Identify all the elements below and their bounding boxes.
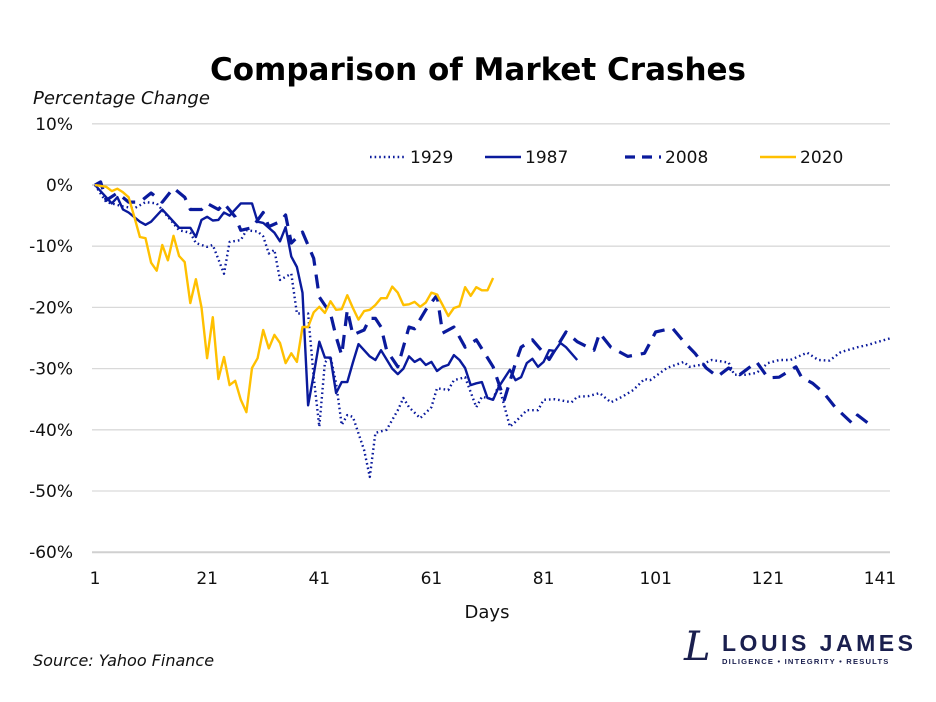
legend: 1929 1987 2008 2020 <box>370 148 843 168</box>
series-line-2020 <box>94 183 495 414</box>
louis-james-logo: L LOUIS JAMES DILIGENCE • INTEGRITY • RE… <box>683 624 916 670</box>
source-note: Source: Yahoo Finance <box>33 651 214 670</box>
x-tick-label: 21 <box>196 569 218 589</box>
x-tick-label: 61 <box>421 569 443 589</box>
y-tick-label: -60% <box>29 543 73 563</box>
series-lines <box>93 180 892 479</box>
y-tick-label: -30% <box>29 360 73 380</box>
legend-label-1929: 1929 <box>410 148 453 168</box>
chart-title: Comparison of Market Crashes <box>210 52 746 88</box>
y-tick-label: -50% <box>29 482 73 502</box>
x-tick-labels: 1 21 41 61 81 101 121 141 <box>90 569 897 589</box>
legend-label-2020: 2020 <box>800 148 843 168</box>
x-tick-label: 1 <box>90 569 101 589</box>
x-tick-label: 41 <box>308 569 330 589</box>
logo-name: LOUIS JAMES <box>722 630 916 656</box>
x-tick-label: 121 <box>752 569 784 589</box>
x-axis-label: Days <box>465 602 510 623</box>
series-line-1987 <box>94 184 579 407</box>
logo-script-l: L <box>683 624 711 670</box>
y-tick-labels: 10% 0% -10% -20% -30% -40% -50% -60% <box>29 115 73 563</box>
x-tick-label: 81 <box>533 569 555 589</box>
y-tick-label: 0% <box>46 176 73 196</box>
gridlines <box>92 123 890 554</box>
x-tick-label: 101 <box>639 569 671 589</box>
logo-tagline: DILIGENCE • INTEGRITY • RESULTS <box>722 657 890 666</box>
y-tick-label: -20% <box>29 298 73 318</box>
y-tick-label: -10% <box>29 237 73 257</box>
x-tick-label: 141 <box>864 569 896 589</box>
legend-label-2008: 2008 <box>665 148 708 168</box>
y-tick-label: -40% <box>29 421 73 441</box>
legend-label-1987: 1987 <box>525 148 568 168</box>
series-line-1929 <box>93 184 892 479</box>
series-line-2008 <box>94 180 876 430</box>
y-tick-label: 10% <box>35 115 73 135</box>
y-axis-label: Percentage Change <box>33 88 210 109</box>
